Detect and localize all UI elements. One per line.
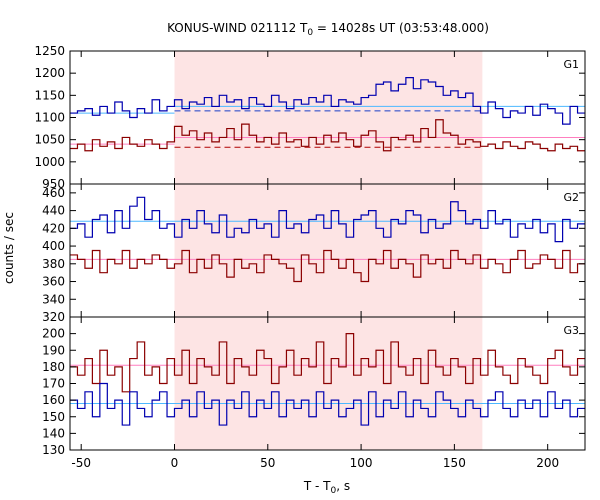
y-tick-label: 200: [42, 327, 65, 341]
xlabel-suffix: , s: [336, 479, 350, 493]
y-tick-label: 1000: [34, 155, 65, 169]
panel-label-g2: G2: [563, 191, 579, 204]
series-g3-1: [70, 382, 585, 426]
y-tick-label: 320: [42, 310, 65, 324]
x-tick-label: 50: [260, 456, 275, 470]
y-tick-label: 420: [42, 221, 65, 235]
series-g2-0: [70, 196, 585, 243]
y-tick-label: 1100: [34, 111, 65, 125]
frame-layer: [69, 50, 586, 451]
x-tick-label: 100: [350, 456, 373, 470]
xlabel-subscript: 0: [331, 486, 337, 496]
x-tick-label: 150: [443, 456, 466, 470]
y-tick-label: 1150: [34, 88, 65, 102]
series-g3-0: [70, 333, 585, 393]
y-tick-label: 400: [42, 239, 65, 253]
y-tick-label: 1200: [34, 66, 65, 80]
y-tick-label: 140: [42, 426, 65, 440]
y-tick-label: 130: [42, 443, 65, 457]
xlabel-prefix: T - T: [303, 479, 331, 493]
data-series-layer: [70, 77, 585, 426]
y-tick-label: 150: [42, 410, 65, 424]
y-tick-label: 340: [42, 292, 65, 306]
y-tick-label: 170: [42, 377, 65, 391]
y-tick-label: 1250: [34, 44, 65, 58]
series-g1-0: [70, 77, 585, 125]
tick-labels-layer: 9501000105011001150120012503203403603804…: [34, 44, 559, 470]
y-tick-label: 460: [42, 186, 65, 200]
y-tick-label: 160: [42, 393, 65, 407]
y-tick-label: 360: [42, 275, 65, 289]
chart-title: KONUS-WIND 021112 T0 = 14028s UT (03:53:…: [167, 21, 489, 38]
y-tick-label: 190: [42, 343, 65, 357]
x-tick-label: -50: [71, 456, 91, 470]
x-tick-label: 200: [536, 456, 559, 470]
x-tick-label: 0: [171, 456, 179, 470]
panel-label-g1: G1: [563, 58, 579, 71]
title-subscript: 0: [307, 28, 313, 38]
y-tick-label: 180: [42, 360, 65, 374]
panel-label-g3: G3: [563, 324, 579, 337]
x-axis-label: T - T0, s: [303, 479, 350, 496]
y-tick-label: 380: [42, 257, 65, 271]
y-tick-label: 1050: [34, 133, 65, 147]
y-axis-label: counts / sec: [2, 212, 16, 284]
title-prefix: KONUS-WIND 021112 T: [167, 21, 308, 35]
panel-labels-layer: G1 G2 G3: [563, 58, 579, 337]
series-g1-1: [70, 119, 585, 152]
y-tick-label: 440: [42, 204, 65, 218]
title-suffix: = 14028s UT (03:53:48.000): [313, 21, 489, 35]
series-g2-1: [70, 249, 585, 283]
y-tick-label: 950: [42, 177, 65, 191]
highlight-band-g1: [174, 51, 483, 184]
